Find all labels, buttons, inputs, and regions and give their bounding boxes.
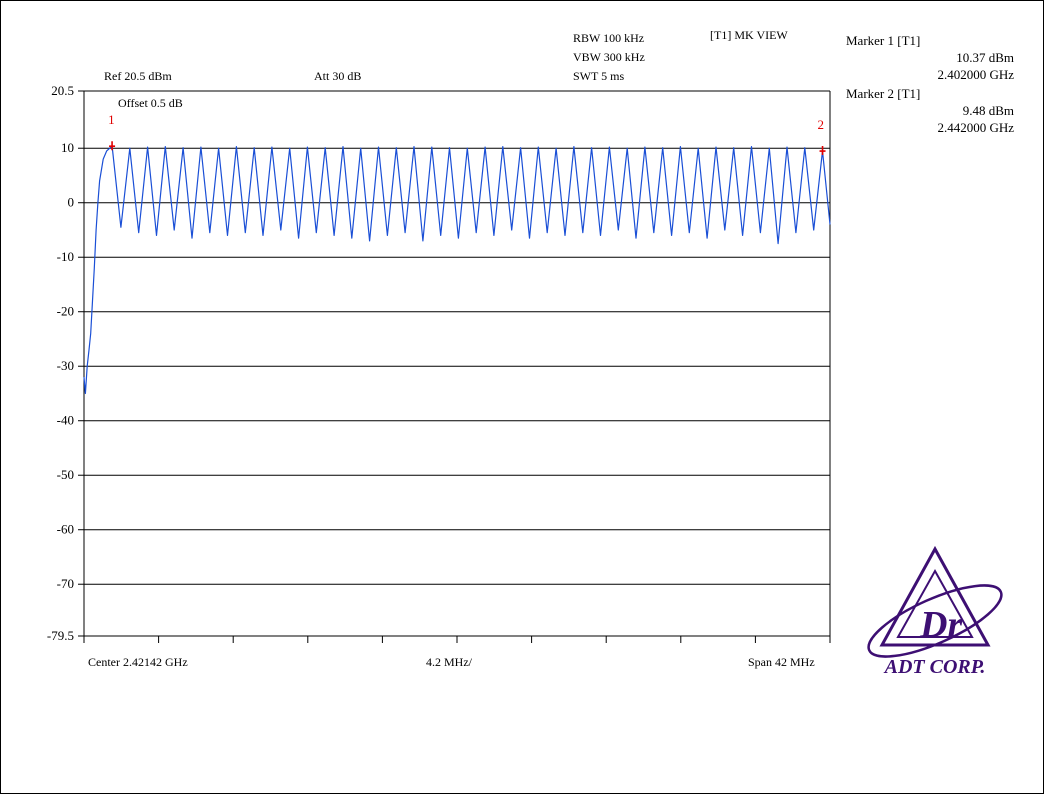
sweep-time-label: SWT 5 ms xyxy=(573,69,625,83)
logo-monogram: Dr xyxy=(919,604,963,646)
marker-2-frequency: 2.442000 GHz xyxy=(937,120,1014,135)
y-tick-label: 10 xyxy=(61,140,74,155)
logo-mark xyxy=(867,545,1003,658)
y-tick-label: -79.5 xyxy=(47,628,74,643)
division-label: 4.2 MHz/ xyxy=(426,655,472,669)
y-tick-label: -60 xyxy=(57,522,74,537)
marker-1-level: 10.37 dBm xyxy=(956,50,1014,65)
y-tick-label: -50 xyxy=(57,467,74,482)
ref-level-label: Ref 20.5 dBm xyxy=(104,69,172,83)
offset-label: Offset 0.5 dB xyxy=(118,96,183,110)
trace-mode-label: [T1] MK VIEW xyxy=(710,28,788,42)
trace-layer xyxy=(83,145,831,395)
y-tick-label: 20.5 xyxy=(51,83,74,98)
attenuation-label: Att 30 dB xyxy=(314,69,362,83)
spectrum-trace xyxy=(83,145,831,395)
y-tick-label: 0 xyxy=(68,195,75,210)
y-tick-label: -30 xyxy=(57,358,74,373)
y-tick-label: -10 xyxy=(57,249,74,264)
marker-1-frequency: 2.402000 GHz xyxy=(937,67,1014,82)
y-tick-label: -40 xyxy=(57,413,74,428)
marker-2-symbol xyxy=(819,146,826,156)
marker-1-label: 1 xyxy=(108,112,115,127)
logo-wordmark: ADT CORP. xyxy=(883,656,986,678)
y-tick-label: -20 xyxy=(57,304,74,319)
marker-1-title: Marker 1 [T1] xyxy=(846,33,921,48)
marker-1-symbol xyxy=(109,141,116,151)
grid-layer xyxy=(78,90,831,637)
adt-corp-logo: Dr ADT CORP. xyxy=(867,545,1003,678)
marker-2-title: Marker 2 [T1] xyxy=(846,86,921,101)
vbw-label: VBW 300 kHz xyxy=(573,50,645,64)
span-label: Span 42 MHz xyxy=(748,655,815,669)
y-tick-labels: 20.5 10 0 -10 -20 -30 -40 -50 -60 -70 -79.5 xyxy=(47,83,74,643)
rbw-label: RBW 100 kHz xyxy=(573,31,645,45)
marker-2-label: 2 xyxy=(818,117,825,132)
marker-2-level: 9.48 dBm xyxy=(962,103,1014,118)
x-ticks xyxy=(83,636,831,643)
center-frequency-label: Center 2.42142 GHz xyxy=(88,655,188,669)
logo-ring xyxy=(867,584,1003,658)
y-tick-label: -70 xyxy=(57,576,74,591)
